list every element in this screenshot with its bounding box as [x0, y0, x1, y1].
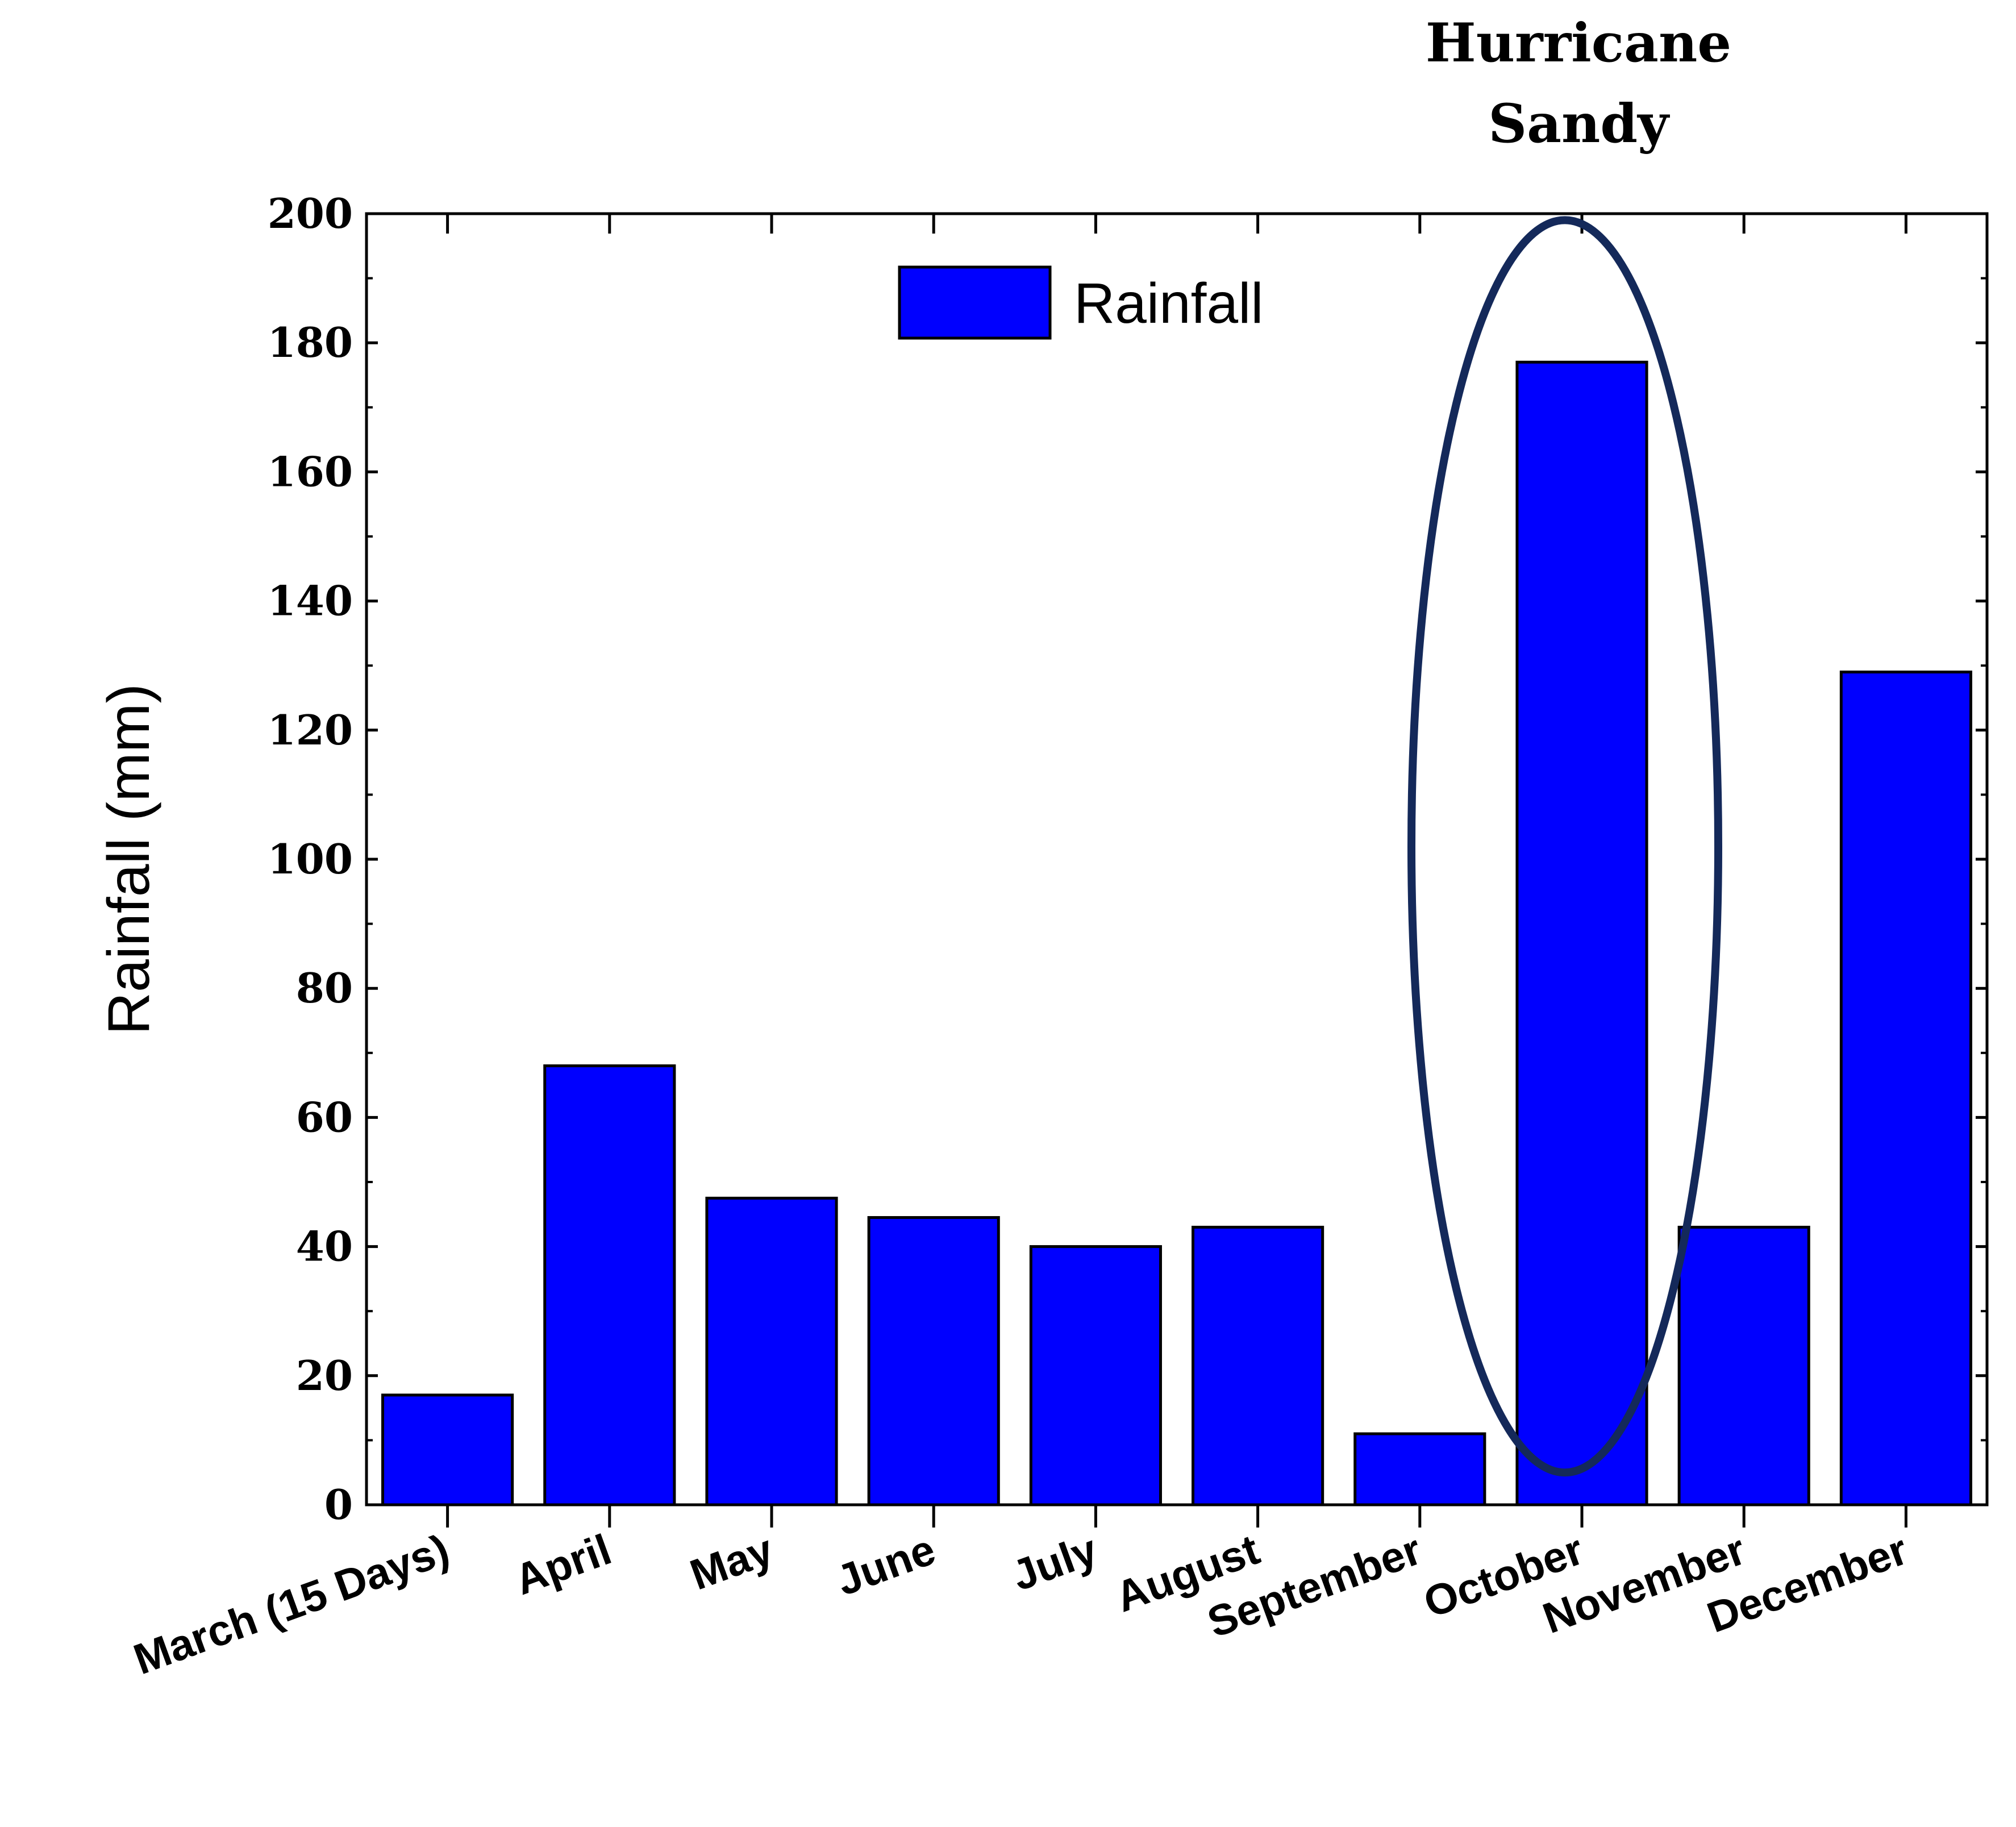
bar-november — [1677, 1226, 1810, 1506]
y-tick-label: 120 — [268, 706, 353, 754]
bar-september — [1353, 1432, 1486, 1506]
legend: Rainfall — [898, 265, 1264, 340]
bar-april — [543, 1064, 676, 1506]
y-tick-label: 40 — [296, 1222, 353, 1271]
bar-june — [867, 1216, 1000, 1506]
axes-layer — [365, 212, 1989, 1528]
y-tick-label: 180 — [268, 318, 353, 367]
y-axis-title: Rainfall (mm) — [96, 684, 162, 1035]
y-tick-label: 60 — [296, 1093, 353, 1141]
annotation-hurricane: Hurricane — [1426, 12, 1731, 74]
legend-label: Rainfall — [1074, 272, 1264, 335]
x-tick-label: April — [509, 1525, 618, 1604]
annotation: Hurricane Sandy — [1407, 12, 1731, 1477]
x-tick-label: March (15 Days) — [128, 1525, 456, 1684]
y-tick-label: 0 — [324, 1480, 353, 1529]
bar-may — [705, 1196, 838, 1506]
y-tick-label: 80 — [296, 964, 353, 1012]
annotation-sandy: Sandy — [1488, 93, 1670, 155]
bar-march-15-days — [381, 1393, 514, 1506]
y-tick-label: 200 — [268, 189, 353, 238]
bar-august — [1192, 1226, 1324, 1506]
x-tick-label: June — [830, 1525, 942, 1605]
bar-december — [1839, 671, 1972, 1506]
y-tick-label: 140 — [268, 577, 353, 625]
legend-swatch — [898, 265, 1052, 340]
hurricane-sandy-ellipse — [1407, 216, 1722, 1477]
x-tick-label: May — [684, 1525, 780, 1599]
y-tick-label: 100 — [268, 835, 353, 883]
bar-july — [1029, 1245, 1162, 1506]
bar-october — [1515, 360, 1648, 1506]
x-tick-label: July — [1006, 1525, 1103, 1600]
y-tick-label: 160 — [268, 447, 353, 496]
y-tick-label: 20 — [296, 1351, 353, 1400]
bars-layer — [381, 360, 1972, 1506]
